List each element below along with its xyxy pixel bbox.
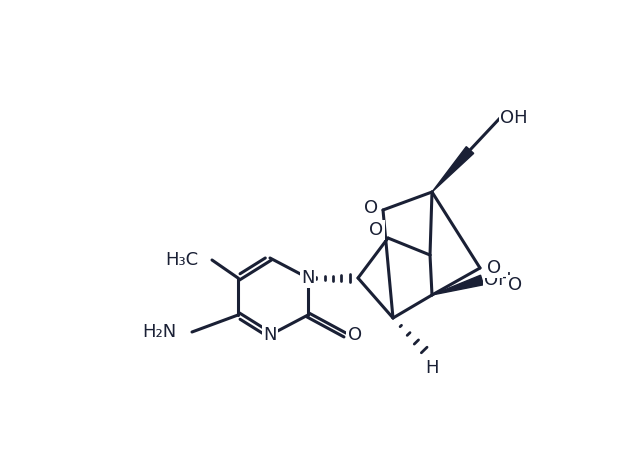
Polygon shape [432, 275, 483, 295]
Polygon shape [432, 147, 474, 192]
Text: H: H [425, 359, 439, 377]
Text: O: O [508, 276, 522, 294]
Text: H₂N: H₂N [141, 323, 176, 341]
Text: O: O [369, 221, 383, 239]
Text: O: O [487, 259, 501, 277]
Text: N: N [301, 269, 315, 287]
Text: H₃C: H₃C [165, 251, 198, 269]
Text: O: O [348, 326, 362, 344]
Text: OH: OH [500, 109, 528, 127]
Text: OH: OH [484, 271, 512, 289]
Text: O: O [364, 199, 378, 217]
Text: N: N [263, 326, 276, 344]
